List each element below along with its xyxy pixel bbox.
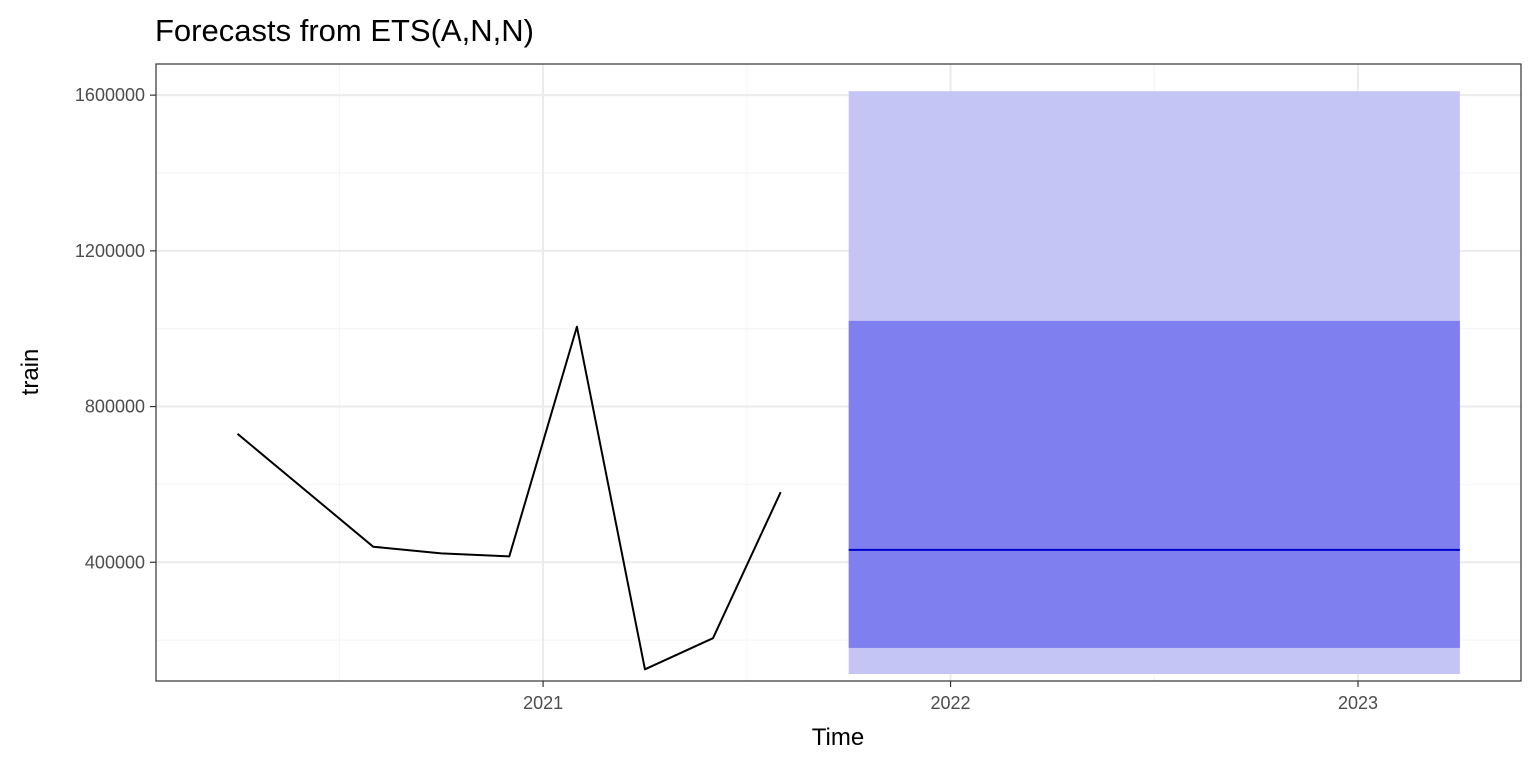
plot-border [155, 63, 1522, 682]
y-tick-label: 400000 [85, 552, 145, 572]
y-axis-title: train [17, 349, 44, 396]
y-tick-label: 1200000 [75, 241, 145, 261]
x-tick-label: 2021 [523, 693, 563, 713]
x-tick-label: 2022 [931, 693, 971, 713]
series-line [236, 325, 782, 671]
prediction-interval-80 [848, 320, 1460, 648]
chart-title: Forecasts from ETS(A,N,N) [155, 13, 534, 48]
x-tick-label: 2023 [1338, 693, 1378, 713]
y-tick-label: 1600000 [75, 85, 145, 105]
x-axis-title: Time [812, 724, 864, 751]
y-tick-label: 800000 [85, 397, 145, 417]
